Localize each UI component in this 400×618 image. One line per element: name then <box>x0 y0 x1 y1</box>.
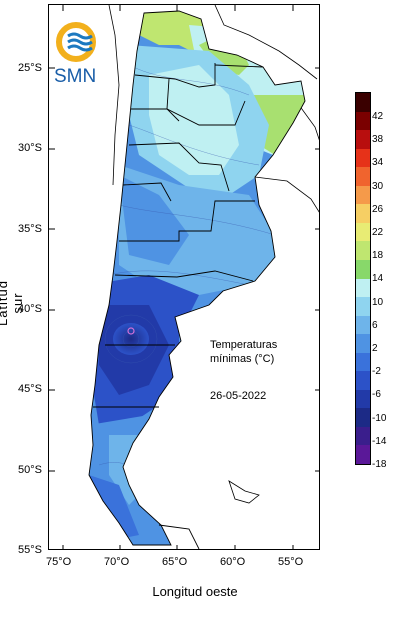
color-scale-step <box>356 408 370 428</box>
color-scale-step <box>356 334 370 354</box>
color-scale-label: 26 <box>372 203 384 215</box>
color-scale-step <box>356 371 370 391</box>
color-scale-step <box>356 445 370 465</box>
color-scale-label: 38 <box>372 134 384 146</box>
smn-logo-icon <box>56 22 96 62</box>
map-title-line1: Temperaturas <box>210 339 278 351</box>
color-scale-label: 22 <box>372 227 384 238</box>
color-scale-label: -6 <box>372 389 381 401</box>
color-scale-label: 6 <box>372 319 378 331</box>
smn-logo: SMN <box>54 18 104 94</box>
color-scale-step <box>356 204 370 224</box>
lon-label-75: 75°O <box>46 556 72 568</box>
color-scale-step <box>356 185 370 205</box>
color-scale-step <box>356 278 370 298</box>
province-borders <box>88 10 306 549</box>
lat-label-25: 25°S <box>18 62 42 74</box>
color-scale-label: -14 <box>372 435 387 447</box>
lon-label-65: 65°O <box>162 556 188 568</box>
color-scale-label: 18 <box>372 250 384 262</box>
color-scale-label: -18 <box>372 459 387 470</box>
color-scale-label: 42 <box>372 111 384 122</box>
color-scale-step <box>356 167 370 187</box>
lat-label-40: 40°S <box>18 303 42 315</box>
color-scale-label: 34 <box>372 157 384 169</box>
color-scale-bar <box>355 92 371 465</box>
color-scale-label: -2 <box>372 366 381 378</box>
lon-label-60: 60°O <box>220 556 246 568</box>
color-scale-step <box>356 241 370 261</box>
color-scale-label: 2 <box>372 343 378 354</box>
lon-label-55: 55°O <box>278 556 304 568</box>
minimum-marker <box>127 327 135 335</box>
color-scale-step <box>356 130 370 150</box>
map-title-line2: mínimas (°C) <box>210 353 275 365</box>
color-scale-step <box>356 222 370 242</box>
lon-label-70: 70°O <box>104 556 130 568</box>
x-axis-title: Longitud oeste <box>152 584 238 599</box>
color-scale-step <box>356 297 370 317</box>
color-scale-step <box>356 93 370 113</box>
logo-text: SMN <box>54 66 97 87</box>
lat-label-55: 55°S <box>18 544 42 556</box>
inner-ticks <box>49 5 319 549</box>
map-date: 26-05-2022 <box>210 390 267 402</box>
neighbour-borders <box>108 5 319 504</box>
color-scale-label: -10 <box>372 412 387 424</box>
color-scale-step <box>356 148 370 168</box>
y-axis-title: Latitud sur <box>0 279 25 327</box>
color-scale-step <box>356 389 370 409</box>
lat-label-50: 50°S <box>18 464 42 476</box>
color-scale-step <box>356 111 370 131</box>
color-scale-label: 14 <box>372 273 384 285</box>
color-scale-step <box>356 315 370 335</box>
color-scale-label: 30 <box>372 180 384 192</box>
temperature-map <box>49 5 319 549</box>
color-scale-label: 10 <box>372 296 384 308</box>
map-title: Temperaturas mínimas (°C) <box>210 338 277 366</box>
lat-label-35: 35°S <box>18 223 42 235</box>
lat-label-30: 30°S <box>18 142 42 154</box>
map-frame <box>48 4 320 550</box>
color-scale-step <box>356 259 370 279</box>
color-scale-step <box>356 426 370 446</box>
color-scale-step <box>356 352 370 372</box>
lat-label-45: 45°S <box>18 383 42 395</box>
